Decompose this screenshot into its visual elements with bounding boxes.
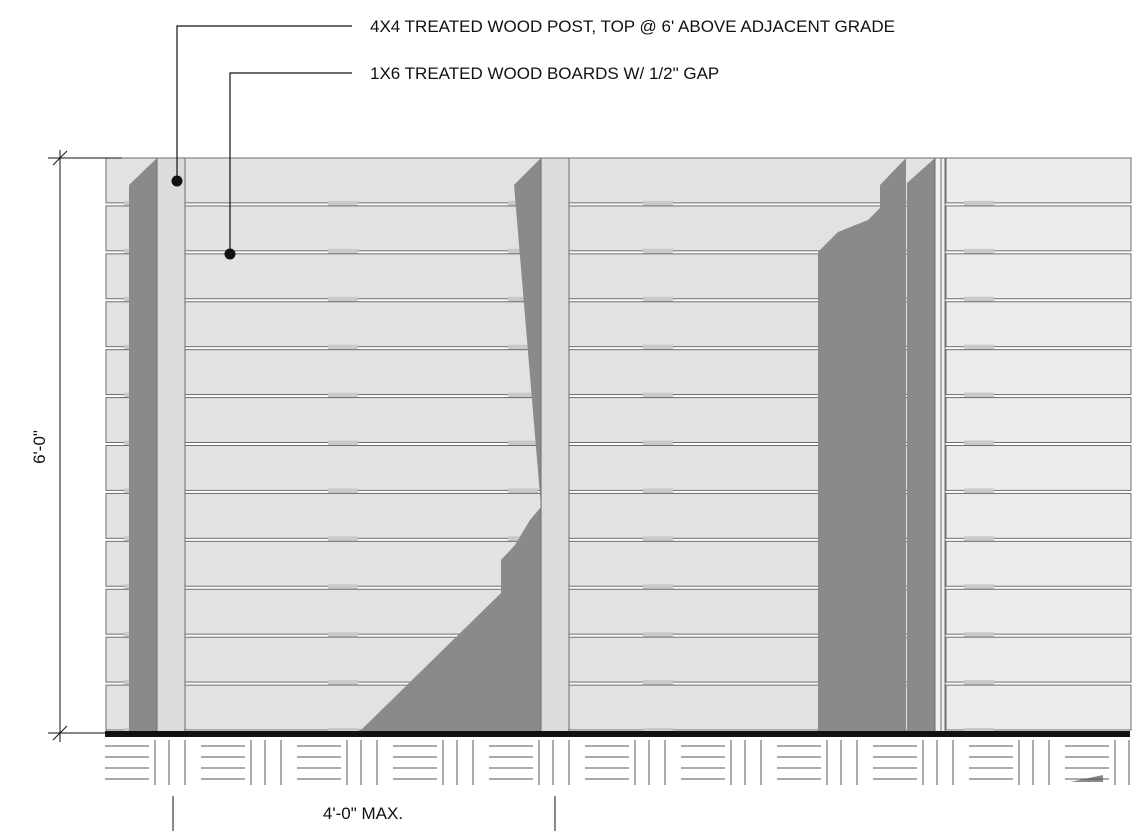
board-fastener bbox=[643, 584, 673, 590]
shadow-right-post bbox=[907, 158, 935, 733]
board-fastener bbox=[328, 200, 358, 206]
spacing-dimension: 4'-0" MAX. bbox=[172, 796, 556, 831]
shadow-right-block bbox=[818, 158, 906, 733]
fence-board bbox=[105, 492, 936, 539]
board-fastener bbox=[643, 728, 673, 733]
fence-board bbox=[945, 445, 1132, 491]
board-fastener bbox=[643, 392, 673, 398]
board-fastener bbox=[964, 248, 994, 254]
board-fastener bbox=[964, 296, 994, 302]
fence-shadows bbox=[129, 158, 1103, 782]
board-fastener bbox=[328, 248, 358, 254]
board-fastener bbox=[964, 632, 994, 638]
post-right bbox=[934, 157, 946, 734]
ground-line bbox=[105, 731, 1130, 737]
board-fastener bbox=[643, 632, 673, 638]
board-fastener bbox=[328, 632, 358, 638]
board-fastener bbox=[328, 392, 358, 398]
board-fastener bbox=[328, 296, 358, 302]
board-fastener bbox=[328, 536, 358, 542]
post-left bbox=[156, 157, 186, 734]
shadow-left-post bbox=[129, 158, 157, 733]
board-fastener bbox=[508, 488, 538, 494]
board-fastener bbox=[964, 344, 994, 350]
board-fastener bbox=[643, 536, 673, 542]
board-fastener bbox=[508, 296, 538, 302]
spacing-dimension-label: 4'-0" MAX. bbox=[323, 804, 403, 823]
board-fastener bbox=[508, 392, 538, 398]
board-fastener bbox=[964, 536, 994, 542]
board-fastener bbox=[964, 200, 994, 206]
fence-board bbox=[945, 301, 1132, 348]
board-fastener bbox=[328, 344, 358, 350]
board-fastener bbox=[328, 728, 358, 733]
board-fastener bbox=[964, 392, 994, 398]
board-fastener bbox=[328, 488, 358, 494]
board-fastener bbox=[643, 200, 673, 206]
board-fastener bbox=[643, 344, 673, 350]
fence-board bbox=[105, 397, 936, 444]
board-fastener bbox=[508, 344, 538, 350]
fence-posts bbox=[156, 157, 946, 734]
height-dimension: 6'-0" bbox=[30, 150, 122, 742]
board-fastener bbox=[508, 440, 538, 446]
fence-board bbox=[105, 301, 936, 348]
shadow-center-diagonal bbox=[358, 158, 541, 733]
board-fastener bbox=[643, 296, 673, 302]
height-dimension-label: 6'-0" bbox=[30, 430, 49, 464]
fence-board bbox=[105, 349, 936, 396]
fence-board bbox=[945, 684, 1132, 731]
callout-boards: 1X6 TREATED WOOD BOARDS W/ 1/2" GAP bbox=[224, 64, 719, 260]
post-center bbox=[540, 157, 570, 734]
fence-board bbox=[945, 588, 1132, 635]
fence-board bbox=[945, 397, 1132, 444]
callout-boards-dot bbox=[224, 248, 236, 260]
board-fastener bbox=[328, 680, 358, 686]
fence-board bbox=[945, 253, 1132, 300]
callout-post-dot bbox=[171, 175, 183, 187]
board-fastener bbox=[328, 584, 358, 590]
board-fastener bbox=[964, 680, 994, 686]
callout-post: 4X4 TREATED WOOD POST, TOP @ 6' ABOVE AD… bbox=[171, 17, 895, 187]
board-fastener bbox=[964, 728, 994, 733]
board-fastener bbox=[643, 440, 673, 446]
board-fastener bbox=[964, 488, 994, 494]
fence-board bbox=[945, 349, 1132, 396]
callout-post-text: 4X4 TREATED WOOD POST, TOP @ 6' ABOVE AD… bbox=[370, 17, 895, 36]
fence-board bbox=[945, 157, 1132, 204]
grade bbox=[105, 731, 1130, 785]
board-fastener bbox=[328, 440, 358, 446]
fence-board bbox=[945, 540, 1132, 587]
board-fastener bbox=[964, 440, 994, 446]
fence-boards bbox=[105, 157, 1132, 733]
board-fastener bbox=[964, 584, 994, 590]
grade-hatch bbox=[105, 740, 1130, 785]
callout-boards-text: 1X6 TREATED WOOD BOARDS W/ 1/2" GAP bbox=[370, 64, 719, 83]
fence-board bbox=[945, 636, 1132, 683]
board-fastener bbox=[643, 248, 673, 254]
fence-board bbox=[105, 445, 936, 491]
fence-board bbox=[945, 205, 1132, 252]
fence-board bbox=[945, 492, 1132, 539]
board-fastener bbox=[643, 680, 673, 686]
board-fastener bbox=[643, 488, 673, 494]
